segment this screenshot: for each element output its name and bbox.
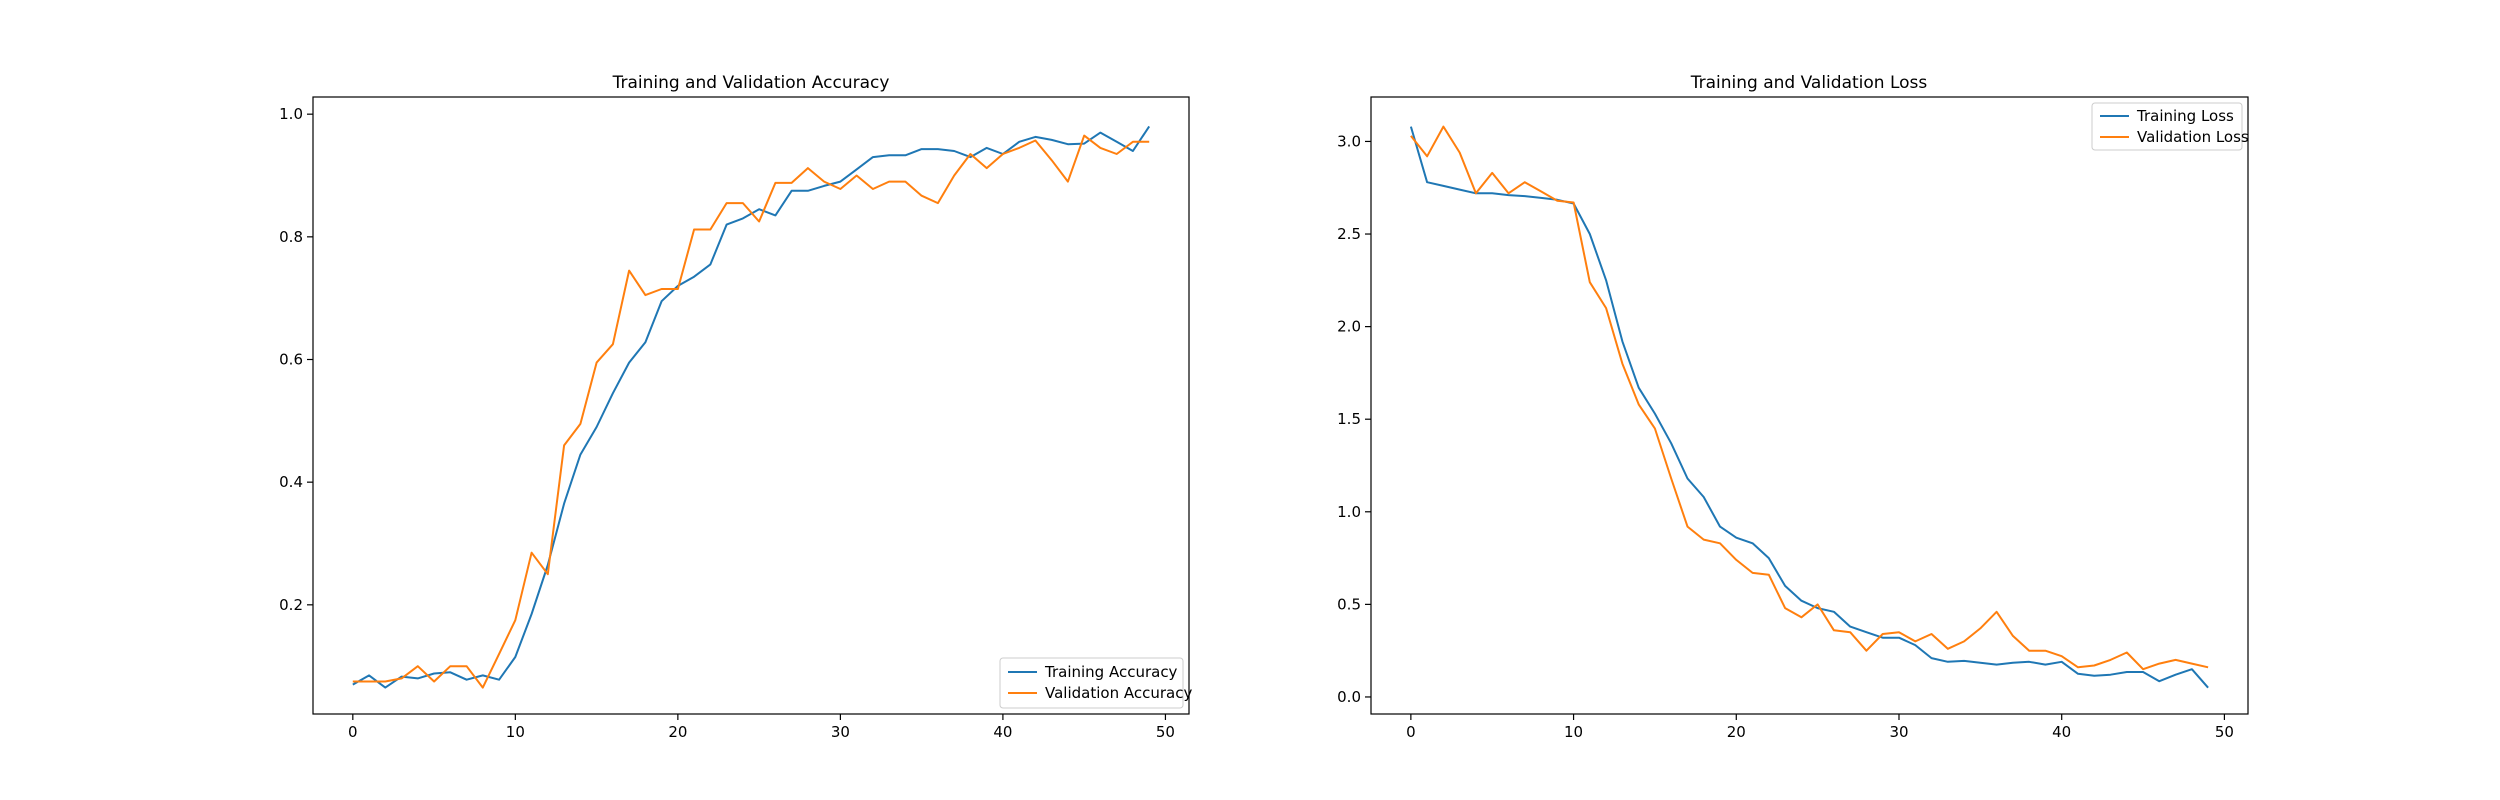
accuracy-series-lines — [352, 125, 1151, 689]
loss-x-tick-label: 20 — [1727, 723, 1746, 741]
loss-x-tick-label: 50 — [2215, 723, 2234, 741]
loss-legend: Training Loss Validation Loss — [2091, 102, 2249, 151]
accuracy-legend-training-label: Training Accuracy — [1044, 663, 1178, 681]
accuracy-y-tick-label: 0.2 — [279, 596, 303, 614]
loss-x-tick-label: 40 — [2052, 723, 2071, 741]
accuracy-chart-title: Training and Validation Accuracy — [612, 73, 890, 93]
loss-x-tick-label: 10 — [1564, 723, 1583, 741]
accuracy-y-tick-label: 1.0 — [279, 105, 303, 123]
loss-y-axis: 0.0 0.5 1.0 1.5 2.0 2.5 3.0 — [1337, 132, 1371, 706]
accuracy-x-tick-label: 30 — [831, 723, 850, 741]
accuracy-axes-frame — [312, 96, 1190, 715]
accuracy-legend-box — [999, 657, 1184, 709]
loss-y-tick-label: 0.0 — [1337, 688, 1361, 706]
accuracy-x-tick-label: 40 — [993, 723, 1012, 741]
accuracy-legend: Training Accuracy Validation Accuracy — [999, 657, 1192, 709]
loss-y-tick-label: 3.0 — [1337, 132, 1361, 150]
loss-y-tick-label: 0.5 — [1337, 595, 1361, 613]
loss-legend-validation-label: Validation Loss — [2137, 128, 2249, 146]
accuracy-x-tick-label: 10 — [506, 723, 525, 741]
loss-series-line-training — [1409, 126, 2209, 689]
loss-series-lines — [1409, 125, 2209, 689]
loss-y-tick-label: 1.5 — [1337, 410, 1361, 428]
accuracy-chart: Training and Validation Accuracy 0 10 20 30… — [279, 73, 1192, 741]
accuracy-legend-validation-label: Validation Accuracy — [1045, 684, 1192, 702]
loss-axes-frame — [1370, 96, 2249, 715]
loss-y-tick-label: 2.0 — [1337, 318, 1361, 336]
accuracy-y-tick-label: 0.6 — [279, 351, 303, 369]
loss-x-tick-label: 0 — [1406, 723, 1416, 741]
loss-chart-title: Training and Validation Loss — [1690, 73, 1928, 93]
loss-series-line-validation — [1410, 125, 2209, 671]
loss-chart: Training and Validation Loss 0 10 20 30 40 50… — [1337, 73, 2249, 741]
loss-legend-training-label: Training Loss — [2136, 107, 2234, 125]
loss-x-axis: 0 10 20 30 40 50 — [1406, 714, 2234, 741]
loss-y-tick-label: 2.5 — [1337, 225, 1361, 243]
accuracy-x-tick-label: 20 — [668, 723, 687, 741]
loss-legend-box — [2091, 102, 2243, 151]
accuracy-series-line-validation — [352, 134, 1150, 689]
accuracy-y-tick-label: 0.8 — [279, 228, 303, 246]
accuracy-y-tick-label: 0.4 — [279, 473, 303, 491]
accuracy-x-axis: 0 10 20 30 40 50 — [348, 714, 1175, 741]
accuracy-y-axis: 0.2 0.4 0.6 0.8 1.0 — [279, 105, 313, 614]
loss-y-tick-label: 1.0 — [1337, 503, 1361, 521]
loss-x-tick-label: 30 — [1889, 723, 1908, 741]
accuracy-x-tick-label: 0 — [348, 723, 358, 741]
accuracy-x-tick-label: 50 — [1156, 723, 1175, 741]
